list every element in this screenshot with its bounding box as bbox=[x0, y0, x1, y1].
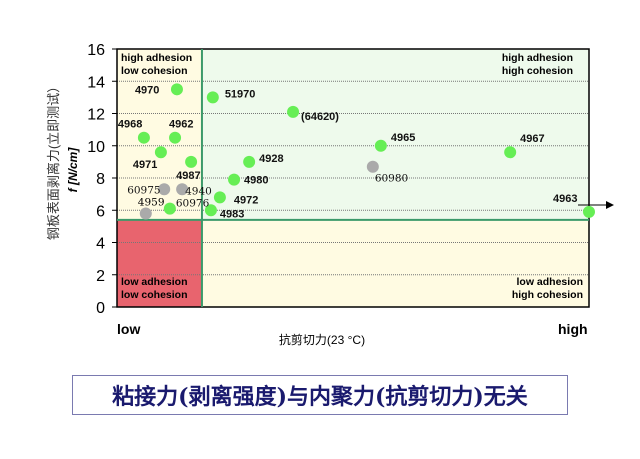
conclusion-banner: 粘接力(剥离强度)与内聚力(抗剪切力)无关 bbox=[72, 375, 568, 415]
data-point bbox=[176, 183, 189, 196]
data-point bbox=[137, 131, 150, 144]
point-label: (64620) bbox=[301, 111, 339, 123]
quadrant-top-right bbox=[201, 49, 589, 220]
point-label: 4968 bbox=[118, 119, 142, 131]
data-point bbox=[185, 155, 198, 168]
point-label: 4940 bbox=[185, 185, 212, 197]
data-point bbox=[287, 105, 300, 118]
point-label: 60975 bbox=[127, 184, 160, 196]
y-tick-label: 0 bbox=[96, 300, 105, 317]
point-label: 4928 bbox=[259, 153, 283, 165]
data-point bbox=[243, 155, 256, 168]
point-label: 4983 bbox=[220, 208, 244, 220]
data-point bbox=[374, 139, 387, 152]
x-tick-label-low: low bbox=[117, 321, 140, 337]
quadrant-label-top-left: high adhesion bbox=[121, 52, 192, 64]
y-tick-label: 16 bbox=[87, 42, 105, 59]
quadrant-bottom-right bbox=[201, 219, 589, 307]
point-label: 4959 bbox=[138, 196, 165, 208]
data-point bbox=[228, 173, 241, 186]
point-label: 4967 bbox=[520, 133, 544, 145]
y-tick-label: 12 bbox=[87, 107, 105, 124]
point-label: 4962 bbox=[169, 119, 193, 131]
data-point bbox=[169, 131, 182, 144]
x-axis-label: 抗剪切力(23 °C) bbox=[279, 332, 365, 347]
point-label: 51970 bbox=[225, 88, 256, 100]
quadrant-label-bottom-left: low cohesion bbox=[121, 289, 188, 301]
data-point bbox=[158, 183, 171, 196]
point-label: 4972 bbox=[234, 194, 258, 206]
data-point bbox=[204, 204, 217, 217]
quadrant-label-bottom-right: low adhesion bbox=[516, 276, 583, 288]
x-tick-label-high: high bbox=[558, 321, 588, 337]
quadrant-label-top-left: low cohesion bbox=[121, 65, 188, 77]
point-label: 4970 bbox=[135, 84, 159, 96]
y-tick-label: 4 bbox=[96, 236, 105, 253]
y-tick-label: 6 bbox=[96, 203, 105, 220]
point-label: 60980 bbox=[375, 173, 408, 185]
arrow-icon bbox=[606, 201, 614, 209]
y-tick-label: 8 bbox=[96, 171, 105, 188]
data-point bbox=[154, 146, 167, 159]
y-axis-unit: f [N/cm] bbox=[66, 147, 80, 193]
data-point bbox=[366, 160, 379, 173]
y-axis-label: 钢板表面剥离力(立即测试） bbox=[46, 80, 61, 240]
data-point bbox=[139, 207, 152, 220]
point-label: 4965 bbox=[391, 132, 415, 144]
y-tick-label: 2 bbox=[96, 268, 105, 285]
y-tick-label: 10 bbox=[87, 139, 105, 156]
data-point bbox=[163, 202, 176, 215]
quadrant-label-bottom-right: high cohesion bbox=[512, 289, 583, 301]
data-point bbox=[504, 146, 517, 159]
quadrant-bottom-left bbox=[117, 219, 202, 307]
quadrant-label-top-right: high cohesion bbox=[502, 65, 573, 77]
point-label: 60976 bbox=[176, 198, 210, 210]
point-label: 4980 bbox=[244, 175, 268, 187]
data-point bbox=[583, 205, 595, 218]
quadrant-label-bottom-left: low adhesion bbox=[121, 276, 188, 288]
y-tick-label: 14 bbox=[87, 74, 105, 91]
data-point bbox=[206, 91, 219, 104]
point-label: 4987 bbox=[176, 170, 200, 182]
plot-frame bbox=[116, 48, 590, 308]
data-point bbox=[170, 83, 183, 96]
data-point bbox=[213, 191, 226, 204]
point-label: 4963 bbox=[553, 193, 577, 205]
quadrant-label-top-right: high adhesion bbox=[502, 52, 573, 64]
point-label: 4971 bbox=[133, 159, 157, 171]
